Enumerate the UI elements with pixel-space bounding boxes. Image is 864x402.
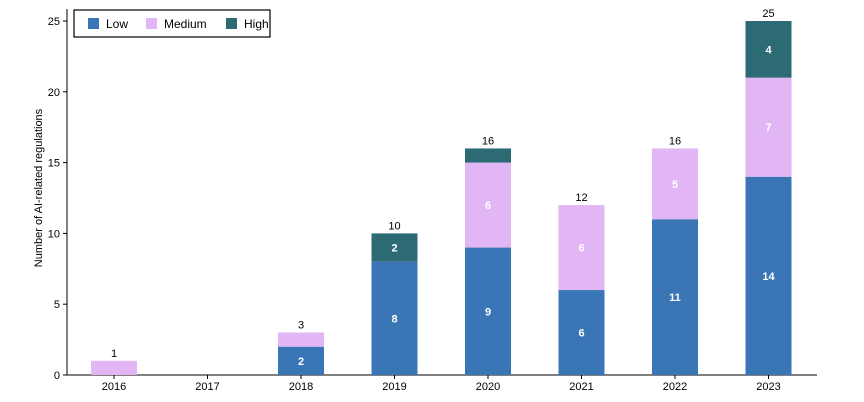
total-label: 25 (762, 8, 774, 20)
y-tick-label: 5 (54, 299, 60, 311)
bar-high-2020 (465, 148, 511, 163)
x-tick-label: 2017 (195, 381, 219, 393)
total-label: 3 (298, 320, 304, 332)
legend-label-high: High (244, 17, 269, 31)
segment-label: 7 (765, 122, 771, 134)
bar-medium-2016 (91, 360, 137, 375)
segment-label: 6 (578, 243, 584, 255)
segment-label: 6 (578, 328, 584, 340)
y-tick-label: 25 (48, 16, 60, 28)
y-tick-label: 20 (48, 87, 60, 99)
bar-low-2023 (745, 176, 792, 375)
bar-low-2021 (558, 290, 605, 375)
y-tick-label: 0 (54, 370, 60, 382)
segment-label: 14 (762, 271, 775, 283)
segment-label: 8 (391, 313, 397, 325)
segment-label: 2 (391, 243, 397, 255)
bar-medium-2018 (278, 332, 324, 347)
y-tick-label: 10 (48, 228, 60, 240)
x-tick-label: 2018 (289, 381, 313, 393)
x-tick-label: 2023 (756, 381, 780, 393)
bar-medium-2020 (465, 162, 511, 248)
plot-area: 0 5 10 15 20 25 2016 1 2017 2018 2 3 2019 8 2 10 2020 9 6 1… (48, 8, 817, 393)
x-tick-label: 2019 (382, 381, 406, 393)
legend: Low Medium High (73, 9, 271, 38)
bar-low-2018 (278, 346, 324, 375)
x-tick-label: 2016 (102, 381, 126, 393)
bar-low-2019 (371, 261, 418, 375)
total-label: 1 (111, 348, 117, 360)
segment-label: 4 (765, 44, 772, 56)
legend-box (73, 9, 271, 38)
total-label: 16 (669, 135, 681, 147)
y-tick-label: 15 (48, 158, 60, 170)
segment-label: 6 (485, 200, 491, 212)
legend-swatch-medium (146, 18, 157, 29)
total-label: 16 (482, 135, 494, 147)
legend-swatch-high (226, 18, 237, 29)
legend-swatch-low (88, 18, 99, 29)
bar-medium-2022 (652, 148, 698, 220)
total-label: 10 (388, 220, 400, 232)
segment-label: 5 (672, 179, 678, 191)
y-axis-title: Number of AI-related regulations (33, 108, 45, 267)
segment-label: 2 (298, 356, 304, 368)
bar-high-2019 (371, 233, 418, 262)
bar-low-2022 (652, 219, 698, 375)
legend-label-low: Low (106, 17, 128, 31)
legend-label-medium: Medium (164, 17, 207, 31)
segment-label: 9 (485, 306, 491, 318)
x-tick-label: 2021 (569, 381, 593, 393)
bar-high-2023 (745, 21, 792, 78)
bar-low-2020 (465, 247, 511, 375)
total-label: 12 (575, 192, 587, 204)
bar-medium-2023 (745, 77, 792, 177)
x-tick-label: 2022 (663, 381, 687, 393)
segment-label: 11 (669, 292, 681, 304)
x-tick-label: 2020 (476, 381, 500, 393)
bar-medium-2021 (558, 205, 605, 291)
